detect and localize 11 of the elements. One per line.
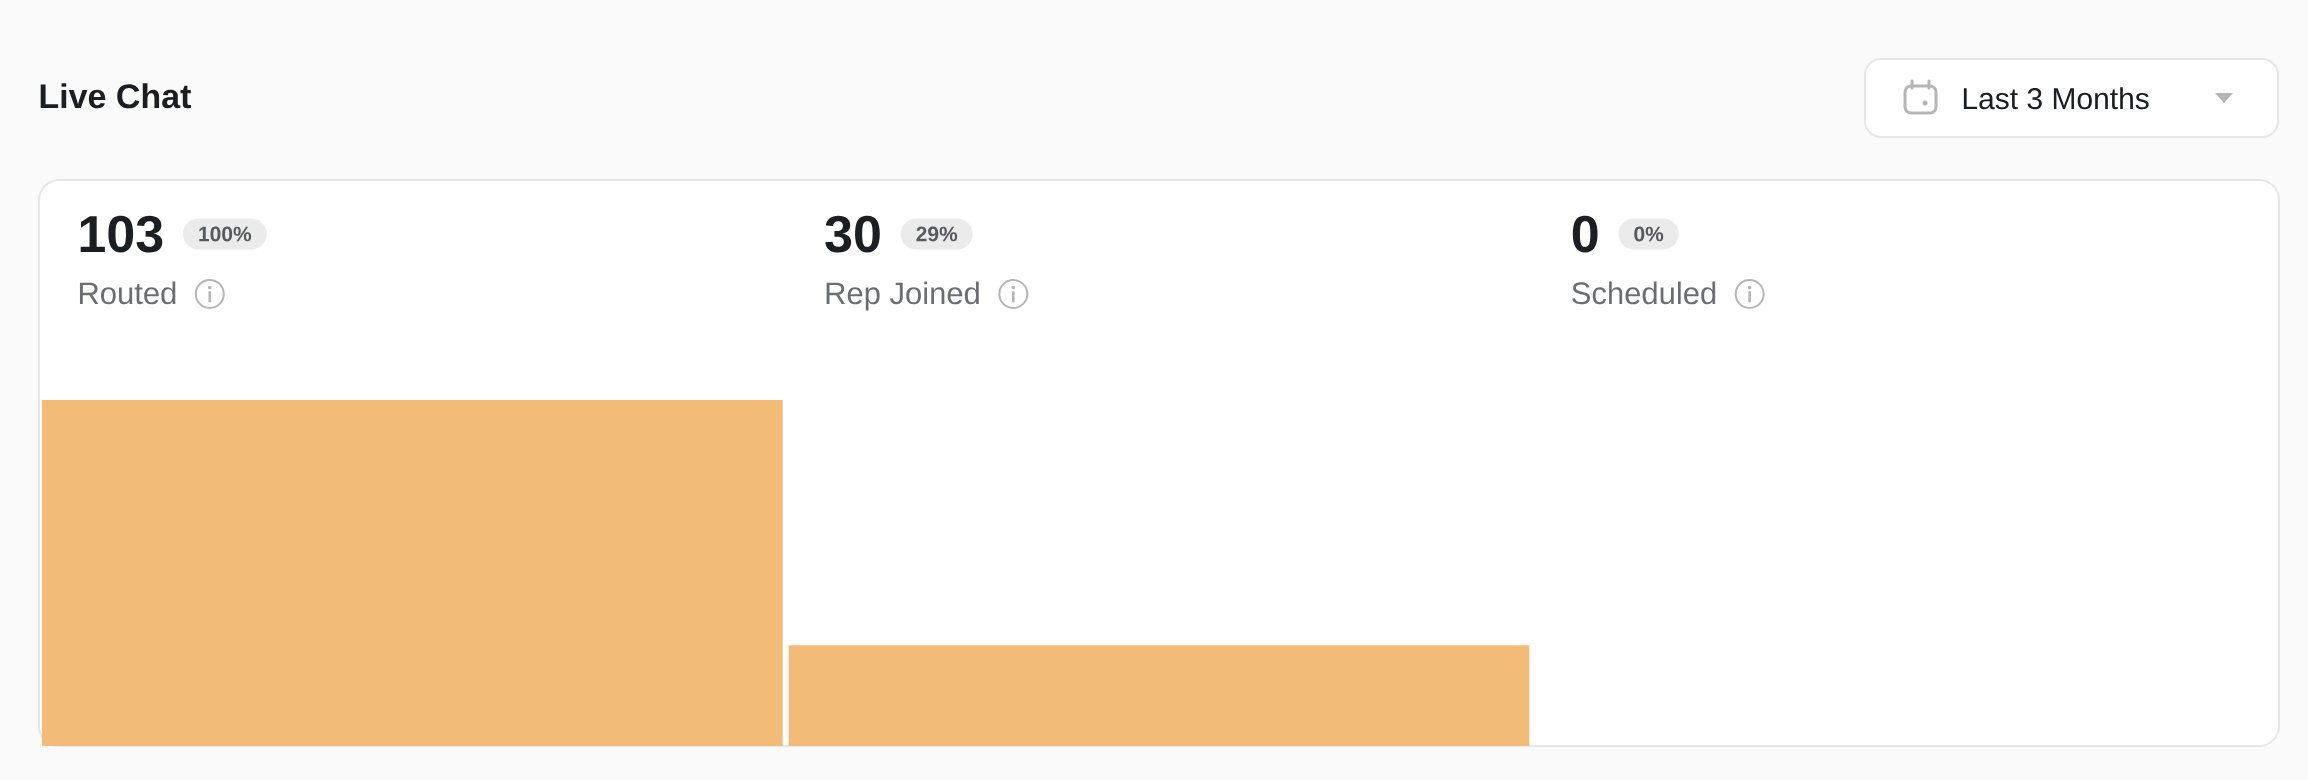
text: Last 3 Months bbox=[1963, 87, 2149, 110]
text: 100% bbox=[199, 226, 252, 242]
text: 29% bbox=[916, 226, 958, 242]
text: 0% bbox=[1634, 226, 1664, 242]
data-label: 103 bbox=[80, 215, 163, 253]
chart-title: Live Chat bbox=[40, 83, 192, 109]
data-label: 0 bbox=[1572, 215, 1598, 253]
x-tick-label: Scheduled bbox=[1572, 281, 1716, 305]
x-tick-label: Routed bbox=[79, 281, 176, 305]
data-label: 30 bbox=[825, 215, 880, 253]
x-tick-label: Rep Joined bbox=[826, 281, 979, 311]
